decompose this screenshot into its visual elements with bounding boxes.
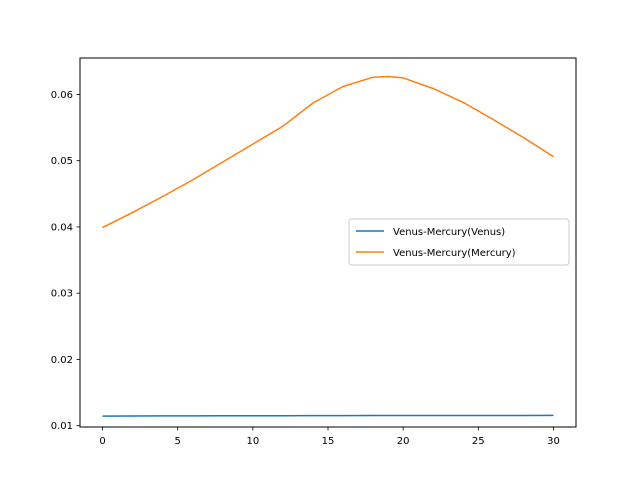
y-tick-label: 0.02 — [51, 355, 73, 366]
legend-label-mercury: Venus-Mercury(Mercury) — [393, 248, 516, 259]
x-tick-label: 0 — [99, 436, 105, 447]
series-line-mercury — [102, 75, 554, 229]
x-tick-label: 25 — [472, 436, 485, 447]
series-layer — [102, 75, 554, 417]
y-tick-label: 0.01 — [51, 421, 73, 432]
y-tick-label: 0.06 — [51, 90, 73, 101]
x-tick-label: 20 — [397, 436, 410, 447]
axes-layer: 0 5 10 15 20 25 30 0.01 0.02 0.03 0.04 0.05 0.06 — [51, 90, 560, 447]
y-tick-label: 0.03 — [51, 289, 73, 300]
legend-box — [348, 218, 570, 266]
x-tick-label: 10 — [246, 436, 259, 447]
series-line-venus — [102, 414, 554, 417]
legend: Venus-Mercury(Venus) Venus-Mercury(Mercu… — [348, 218, 570, 266]
legend-label-venus: Venus-Mercury(Venus) — [393, 227, 505, 238]
y-tick-label: 0.04 — [51, 222, 73, 233]
x-tick-label: 30 — [547, 436, 560, 447]
x-tick-label: 5 — [175, 436, 181, 447]
y-tick-label: 0.05 — [51, 156, 73, 167]
x-tick-label: 15 — [322, 436, 335, 447]
plot-frame — [79, 57, 577, 428]
